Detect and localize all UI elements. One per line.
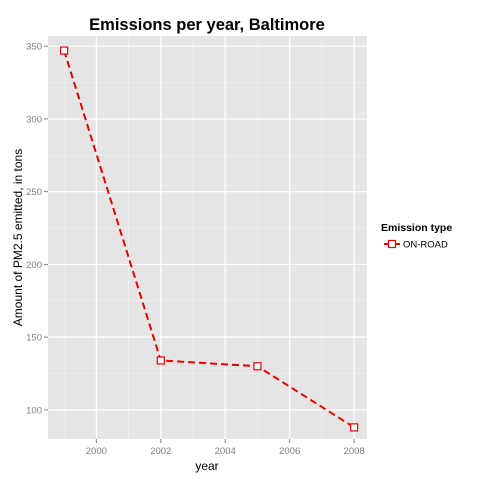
chart-title: Emissions per year, Baltimore — [89, 16, 325, 34]
series-layer — [60, 46, 359, 432]
x-tick-label: 2002 — [150, 446, 171, 457]
legend: Emission type ON-ROAD — [381, 222, 452, 251]
y-tick-label: 100 — [26, 405, 42, 416]
y-tick-label: 150 — [26, 333, 42, 344]
legend-items: ON-ROAD — [384, 240, 448, 251]
data-point-marker — [156, 356, 165, 365]
legend-title: Emission type — [381, 222, 452, 234]
data-point-marker — [253, 362, 262, 371]
plot-panel — [48, 36, 367, 439]
x-axis-label: year — [195, 459, 218, 473]
x-tick-label: 2004 — [215, 446, 236, 457]
x-tick-label: 2000 — [86, 446, 107, 457]
y-tick-label: 350 — [26, 42, 42, 53]
data-point-marker — [350, 423, 359, 432]
y-tick-label: 200 — [26, 260, 42, 271]
axis-ticks: 2000 2002 2004 2006 2008 100 150 200 250 300 350 — [26, 42, 365, 457]
legend-entry-label: ON-ROAD — [403, 240, 448, 251]
y-axis-label: Amount of PM2.5 emitted, in tons — [11, 149, 25, 326]
data-point-marker — [60, 46, 69, 55]
legend-swatch-marker — [387, 239, 397, 249]
minor-gridlines — [48, 36, 367, 439]
x-tick-label: 2008 — [344, 446, 365, 457]
y-tick-label: 300 — [26, 114, 42, 125]
x-tick-label: 2006 — [279, 446, 300, 457]
major-gridlines — [48, 36, 367, 439]
series-line — [63, 50, 355, 429]
y-tick-label: 250 — [26, 187, 42, 198]
